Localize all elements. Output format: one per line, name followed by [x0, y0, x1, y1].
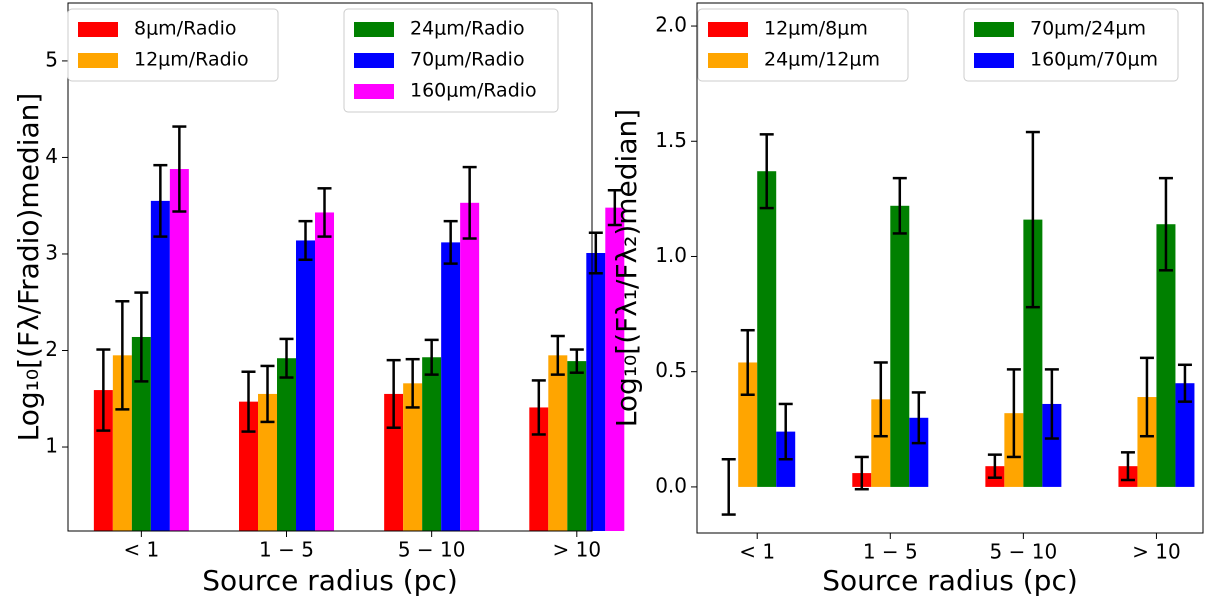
bar: [169, 169, 189, 532]
x-tick-label: > 10: [553, 538, 602, 562]
bar: [909, 417, 929, 487]
legend-swatch: [78, 22, 118, 37]
legend-frame: [697, 8, 909, 82]
x-tick-label: > 10: [1132, 540, 1181, 564]
y-tick-label: 1.5: [655, 128, 687, 152]
bar: [315, 212, 335, 531]
legend-label: 160μm/Radio: [410, 80, 537, 102]
legend-label: 12μm/Radio: [134, 49, 249, 71]
x-tick-label: 5 − 10: [398, 538, 466, 562]
legend-swatch: [78, 53, 118, 68]
y-tick-label: 1.0: [655, 243, 687, 267]
x-axis-label: Source radius (pc): [822, 564, 1078, 597]
legend-swatch: [354, 22, 394, 37]
y-tick-label: 4: [45, 144, 58, 168]
legend-frame: [343, 8, 559, 113]
bar: [460, 202, 480, 531]
bar: [131, 336, 151, 531]
bar: [871, 399, 891, 487]
y-tick-label: 1: [45, 434, 58, 458]
y-tick-label: 0.5: [655, 358, 687, 382]
legend-swatch: [354, 53, 394, 68]
bar: [239, 401, 259, 531]
legend-label: 12μm/8μm: [764, 18, 868, 40]
legend-label: 24μm/Radio: [410, 18, 525, 40]
legend-frame: [963, 8, 1179, 82]
bar: [112, 355, 132, 531]
x-tick-label: 1 − 5: [259, 538, 314, 562]
bar: [1023, 219, 1043, 487]
bar: [93, 390, 113, 531]
bar: [258, 393, 278, 531]
legend-label: 70μm/Radio: [410, 49, 525, 71]
bar: [605, 207, 625, 531]
legend-swatch: [974, 53, 1014, 68]
bar: [403, 383, 423, 531]
legend-label: 24μm/12μm: [764, 49, 880, 71]
bar: [757, 171, 777, 487]
bar: [1175, 383, 1195, 487]
y-tick-label: 2.0: [655, 13, 687, 37]
legend-swatch: [974, 22, 1014, 37]
bar: [150, 200, 170, 532]
legend-swatch: [708, 53, 748, 68]
legend-label: 70μm/24μm: [1030, 18, 1146, 40]
legend-swatch: [354, 84, 394, 99]
legend-swatch: [708, 22, 748, 37]
plot-frame: [67, 2, 593, 532]
x-axis-label: Source radius (pc): [202, 564, 458, 597]
bar: [296, 240, 316, 532]
bar: [441, 242, 461, 531]
bar: [586, 253, 606, 531]
legend-frame: [67, 8, 279, 82]
x-tick-label: < 1: [739, 540, 775, 564]
y-axis-label: Log₁₀[(Fλ/Fradio)median]: [12, 93, 45, 442]
legend-label: 8μm/Radio: [134, 18, 236, 40]
legend-label: 160μm/70μm: [1030, 49, 1158, 71]
bar: [890, 205, 910, 487]
x-tick-label: < 1: [123, 538, 159, 562]
y-tick-label: 2: [45, 337, 58, 361]
y-tick-label: 0.0: [655, 473, 687, 497]
bar: [529, 407, 549, 531]
y-tick-label: 5: [45, 47, 58, 71]
bar: [548, 355, 568, 531]
bar: [1042, 403, 1062, 487]
y-tick-label: 3: [45, 240, 58, 264]
plot-frame: [696, 2, 1204, 534]
x-tick-label: 1 − 5: [863, 540, 918, 564]
bar: [1156, 224, 1176, 487]
bar: [422, 357, 442, 531]
bar: [1137, 397, 1157, 487]
y-axis-label: Log₁₀[(Fλ₁/Fλ₂)median]: [610, 109, 643, 427]
bar: [567, 361, 587, 531]
bar: [277, 358, 297, 531]
x-tick-label: 5 − 10: [990, 540, 1058, 564]
